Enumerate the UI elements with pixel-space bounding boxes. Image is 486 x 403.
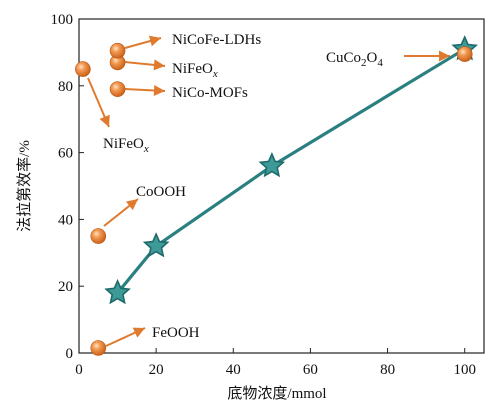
efficiency-line-series bbox=[104, 35, 478, 305]
label-cuco-sub1: 2 bbox=[361, 57, 367, 69]
label-cuco-sub2: 4 bbox=[377, 57, 383, 69]
label-nifeox-mid: NiFeOx bbox=[172, 61, 218, 80]
y-axis-title: 法拉第效率/% bbox=[15, 140, 33, 232]
label-cuco2o4: CuCo2O4 bbox=[326, 50, 383, 69]
label-feooh: FeOOH bbox=[152, 325, 200, 341]
label-nifeox-mid-sub: x bbox=[212, 68, 218, 80]
annotation-arrow-head bbox=[125, 199, 138, 211]
sphere-point bbox=[109, 81, 126, 97]
annotation-arrow-head bbox=[132, 327, 145, 338]
label-nicofe-ldhs: NiCoFe-LDHs bbox=[172, 32, 261, 48]
plot-border bbox=[78, 18, 485, 354]
efficiency-line bbox=[116, 47, 466, 294]
sphere-point bbox=[109, 42, 126, 59]
y-tick-label: 0 bbox=[66, 346, 74, 362]
label-nifeox-left-sub: x bbox=[143, 143, 149, 155]
y-axis-ticks: 0 20 40 60 80 100 bbox=[51, 12, 84, 362]
x-tick-label: 60 bbox=[303, 362, 318, 378]
plot-frame bbox=[78, 18, 485, 354]
y-tick-label: 100 bbox=[51, 12, 74, 28]
star-point bbox=[104, 278, 131, 305]
star-point bbox=[142, 232, 170, 258]
label-nifeox-left-base: NiFeO bbox=[103, 136, 144, 152]
x-tick-label: 80 bbox=[380, 362, 395, 378]
x-axis-ticks: 0 20 40 60 80 100 bbox=[75, 348, 476, 378]
y-tick-label: 60 bbox=[58, 146, 73, 162]
x-axis-title: 底物浓度/mmol bbox=[227, 385, 326, 402]
annotation-arrow-head bbox=[148, 35, 161, 47]
annotation-arrow-head bbox=[153, 59, 165, 71]
label-nifeox-left: NiFeOx bbox=[103, 136, 149, 155]
annotation-arrows bbox=[87, 35, 450, 347]
y-tick-label: 40 bbox=[58, 212, 73, 228]
label-nico-mofs: NiCo-MOFs bbox=[172, 85, 248, 101]
sphere-point bbox=[456, 46, 473, 62]
y-tick-label: 20 bbox=[58, 279, 73, 295]
label-cuco-base: CuCo bbox=[326, 50, 361, 66]
sphere-point bbox=[75, 61, 91, 77]
sphere-point bbox=[90, 228, 107, 244]
label-cooh: CoOOH bbox=[136, 184, 186, 200]
star-point bbox=[258, 152, 286, 178]
annotation-arrow-head bbox=[99, 114, 110, 127]
annotation-arrow-head bbox=[153, 84, 165, 96]
sphere-point bbox=[90, 340, 107, 356]
annotation-arrow-head bbox=[439, 50, 450, 62]
x-tick-label: 0 bbox=[75, 362, 83, 378]
x-tick-label: 100 bbox=[453, 362, 476, 378]
x-tick-label: 40 bbox=[226, 362, 241, 378]
y-tick-label: 80 bbox=[58, 79, 73, 95]
label-nifeox-mid-base: NiFeO bbox=[172, 61, 213, 77]
catalyst-reference-points bbox=[75, 42, 473, 356]
x-tick-label: 20 bbox=[149, 362, 164, 378]
label-cuco-mid: O bbox=[367, 50, 378, 66]
